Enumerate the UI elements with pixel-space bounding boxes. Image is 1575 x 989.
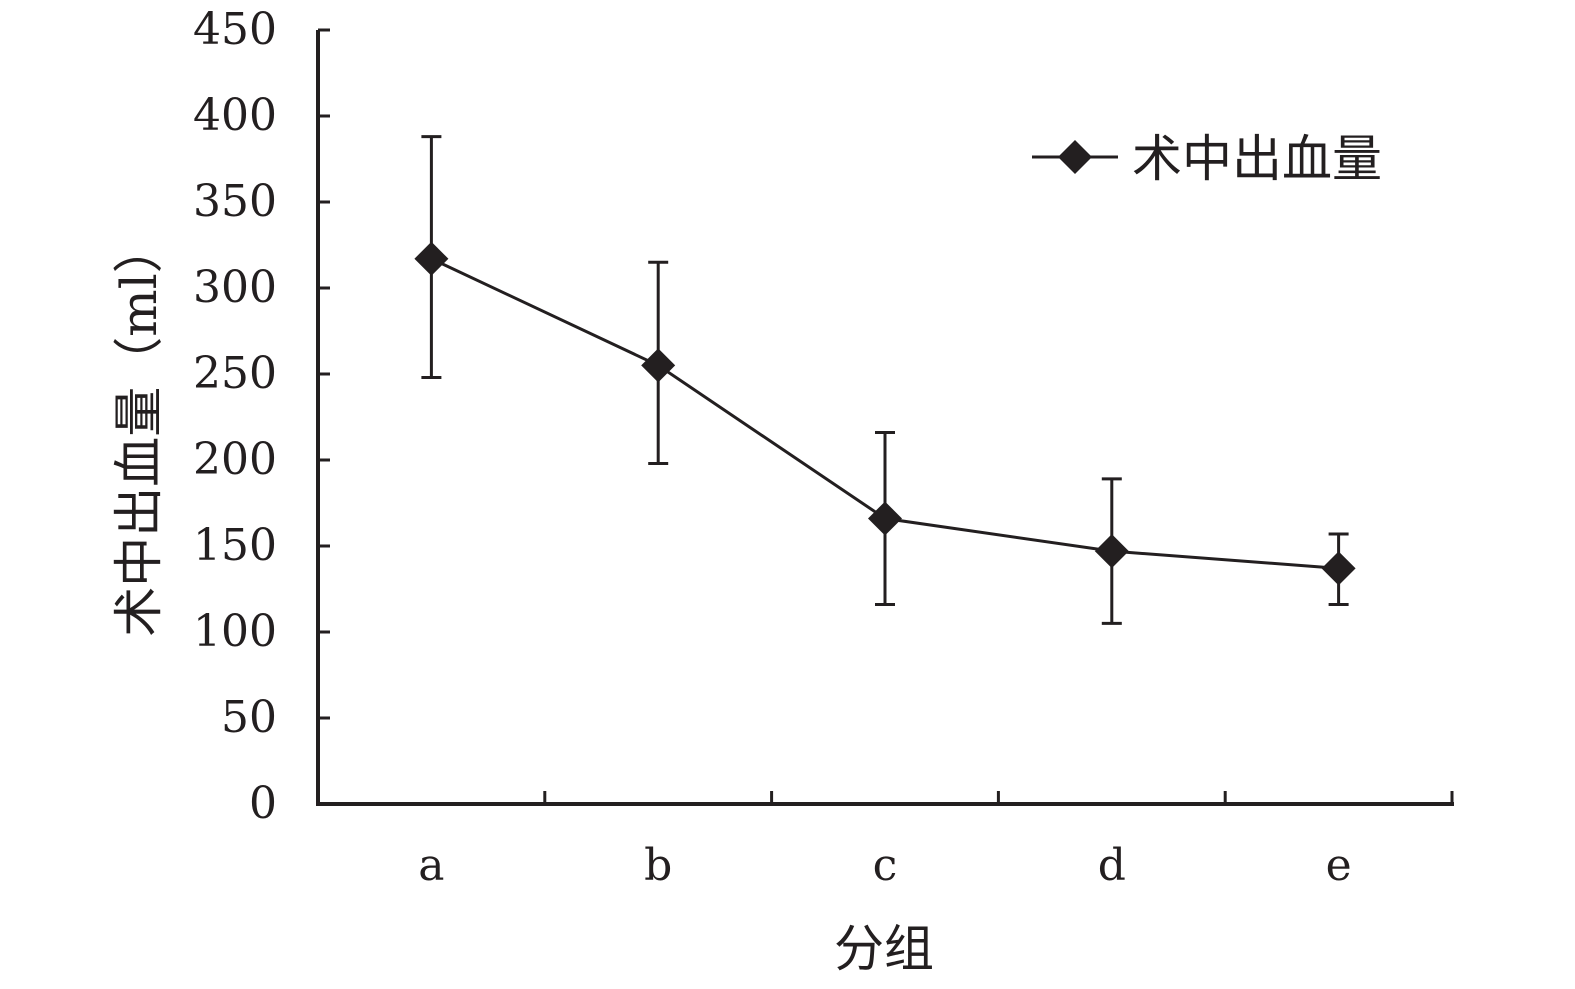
y-tick-label-450: 450 — [193, 4, 277, 55]
x-tick-label-e: e — [1326, 840, 1352, 891]
y-tick-label-0: 0 — [249, 778, 277, 829]
y-axis-title: 术中出血量（ml） — [110, 223, 168, 636]
x-tick-label-c: c — [873, 840, 898, 891]
series-layer — [414, 135, 1356, 625]
y-tick-label-400: 400 — [193, 90, 277, 141]
data-point-b — [641, 348, 676, 383]
x-tick-label-d: d — [1098, 840, 1126, 891]
y-tick-label-200: 200 — [193, 434, 277, 485]
y-tick-label-350: 350 — [193, 176, 277, 227]
x-tick-labels: a b c d e — [418, 840, 1351, 891]
legend-label: 术中出血量 — [1132, 130, 1382, 188]
legend: 术中出血量 — [1032, 130, 1382, 188]
y-tick-label-150: 150 — [193, 520, 277, 571]
y-tick-label-50: 50 — [221, 692, 277, 743]
data-point-c — [868, 501, 902, 536]
y-tick-label-100: 100 — [193, 606, 277, 657]
y-tick-label-250: 250 — [193, 348, 277, 399]
x-axis-title: 分组 — [834, 920, 934, 978]
x-tick-label-b: b — [644, 840, 672, 891]
data-point-e — [1321, 551, 1356, 586]
x-tick-label-a: a — [418, 840, 444, 891]
data-point-d — [1094, 534, 1129, 569]
data-point-a — [414, 241, 449, 276]
y-tick-labels: 0 50 100 150 200 250 300 350 400 450 — [193, 4, 277, 829]
axes-group — [316, 28, 1454, 806]
y-tick-label-300: 300 — [193, 262, 277, 313]
legend-diamond-marker — [1058, 140, 1092, 174]
